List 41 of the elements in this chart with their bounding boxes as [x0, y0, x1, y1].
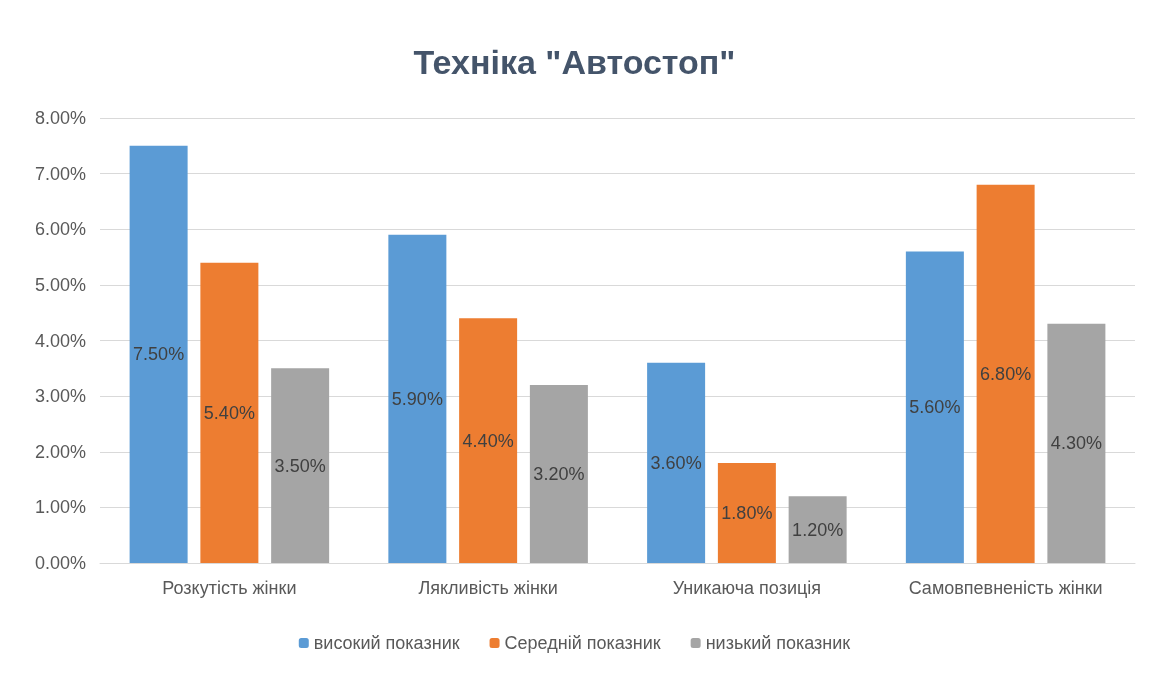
bar: [647, 362, 706, 563]
bar: [1047, 323, 1106, 563]
x-tick-label: Уникаюча позиція: [672, 578, 822, 598]
data-label: 1.80%: [721, 502, 773, 523]
bar: [905, 251, 964, 563]
y-tick-label: 3.00%: [34, 386, 86, 407]
data-label: 3.20%: [533, 464, 585, 484]
bar: [717, 462, 776, 563]
x-tick-label: Розкутість жінки: [162, 578, 297, 598]
data-label: 1.20%: [792, 519, 844, 540]
x-tick-label: Самовпевненість жінки: [908, 578, 1103, 598]
data-label: 5.40%: [203, 402, 255, 423]
data-label: 3.50%: [274, 455, 326, 476]
y-tick-label: 7.00%: [34, 163, 86, 184]
y-tick-label: 5.00%: [34, 274, 86, 295]
y-tick-label: 6.00%: [34, 219, 86, 240]
data-label: 4.30%: [1050, 433, 1102, 454]
y-tick-label: 0.00%: [34, 553, 86, 573]
y-tick-label: 4.00%: [34, 330, 86, 351]
bar: [271, 368, 330, 563]
data-label: 5.60%: [909, 397, 961, 418]
bar: [388, 234, 447, 563]
data-label: 6.80%: [980, 363, 1032, 384]
data-label: 7.50%: [133, 344, 185, 365]
legend-label: низький показник: [705, 633, 851, 653]
bar: [459, 318, 518, 563]
bar: [129, 145, 188, 563]
bar: [529, 385, 588, 563]
bar: [200, 262, 259, 563]
chart-title: Техніка "Автостоп": [413, 43, 736, 81]
x-tick-label: Лякливість жінки: [418, 578, 558, 598]
y-tick-label: 2.00%: [34, 441, 86, 462]
legend-label: високий показник: [313, 633, 460, 653]
bar: [976, 184, 1035, 563]
y-tick-label: 8.00%: [34, 108, 86, 128]
y-tick-label: 1.00%: [34, 497, 86, 518]
bar: [788, 496, 847, 563]
data-label: 4.40%: [462, 430, 514, 451]
data-label: 3.60%: [650, 452, 702, 473]
legend-label: Середній показник: [504, 633, 661, 653]
data-label: 5.90%: [391, 388, 443, 409]
